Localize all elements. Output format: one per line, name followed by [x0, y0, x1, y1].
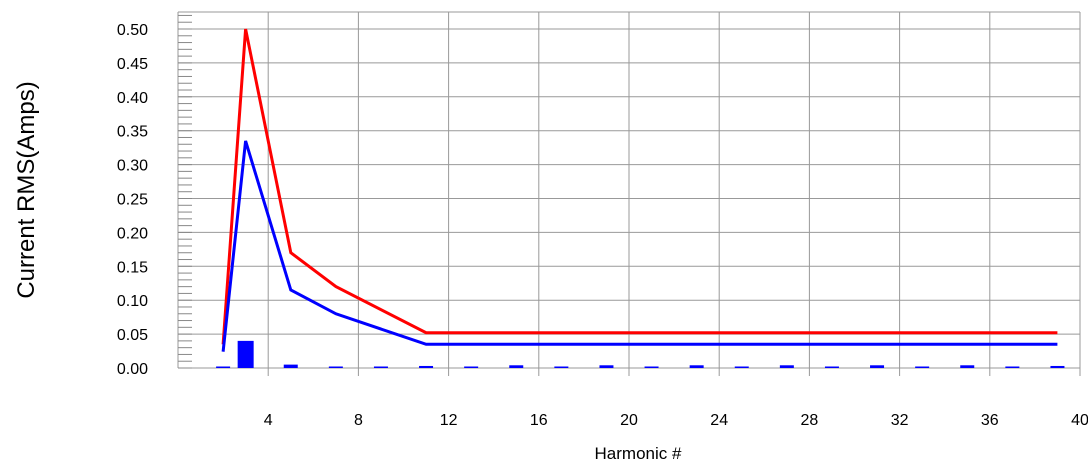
y-tick-label: 0.15 — [117, 259, 148, 276]
x-tick-label: 36 — [981, 412, 999, 429]
harmonic-bar — [599, 365, 614, 368]
y-tick-label: 0.10 — [117, 293, 148, 310]
x-tick-label: 32 — [891, 412, 909, 429]
y-tick-label: 0.30 — [117, 158, 148, 175]
y-minor-ticks — [178, 14, 192, 369]
x-tick-labels: 4 8 12 16 20 24 28 32 36 40 — [264, 412, 1088, 429]
y-tick-label: 0.40 — [117, 90, 148, 107]
y-tick-label: 0.20 — [117, 225, 148, 242]
harmonic-bar — [779, 365, 794, 368]
y-tick-label: 0.00 — [117, 361, 148, 378]
x-tick-label: 16 — [530, 412, 548, 429]
harmonic-bar — [216, 366, 231, 368]
harmonic-bar — [1005, 366, 1020, 368]
harmonic-bar — [734, 366, 749, 368]
x-tick-label: 40 — [1071, 412, 1088, 429]
harmonic-bar — [915, 366, 930, 368]
harmonic-bar — [870, 365, 885, 368]
x-tick-label: 28 — [801, 412, 819, 429]
x-tick-label: 8 — [354, 412, 363, 429]
y-tick-label: 0.50 — [117, 22, 148, 39]
harmonic-bar — [689, 365, 704, 368]
y-axis-title: Current RMS(Amps) — [13, 81, 40, 298]
harmonic-bar — [1050, 365, 1065, 368]
x-tick-label: 20 — [620, 412, 638, 429]
harmonic-bar — [509, 365, 524, 368]
harmonic-bar — [419, 365, 434, 368]
harmonic-bar — [554, 366, 569, 368]
harmonic-bar — [644, 366, 659, 368]
y-tick-label: 0.25 — [117, 192, 148, 209]
harmonic-bar — [960, 365, 975, 368]
series-line-1 — [221, 140, 1058, 352]
y-tick-labels: 0.00 0.05 0.10 0.15 0.20 0.25 0.30 0.35 0.40 0.45… — [117, 22, 148, 378]
y-tick-label: 0.35 — [117, 124, 148, 141]
x-tick-label: 24 — [710, 412, 728, 429]
grid-lines — [177, 11, 1081, 376]
series-line-0 — [221, 28, 1058, 345]
series-layer — [216, 28, 1065, 368]
x-tick-label: 4 — [264, 412, 273, 429]
y-tick-label: 0.45 — [117, 56, 148, 73]
harmonic-bar — [237, 340, 254, 368]
harmonic-bar — [283, 364, 298, 368]
y-tick-label: 0.05 — [117, 327, 148, 344]
harmonic-bar — [328, 366, 343, 368]
harmonic-bar — [464, 366, 479, 368]
x-axis-title: Harmonic # — [595, 444, 682, 463]
harmonic-bar — [373, 366, 388, 368]
harmonic-bar — [824, 366, 839, 368]
x-tick-label: 12 — [440, 412, 458, 429]
